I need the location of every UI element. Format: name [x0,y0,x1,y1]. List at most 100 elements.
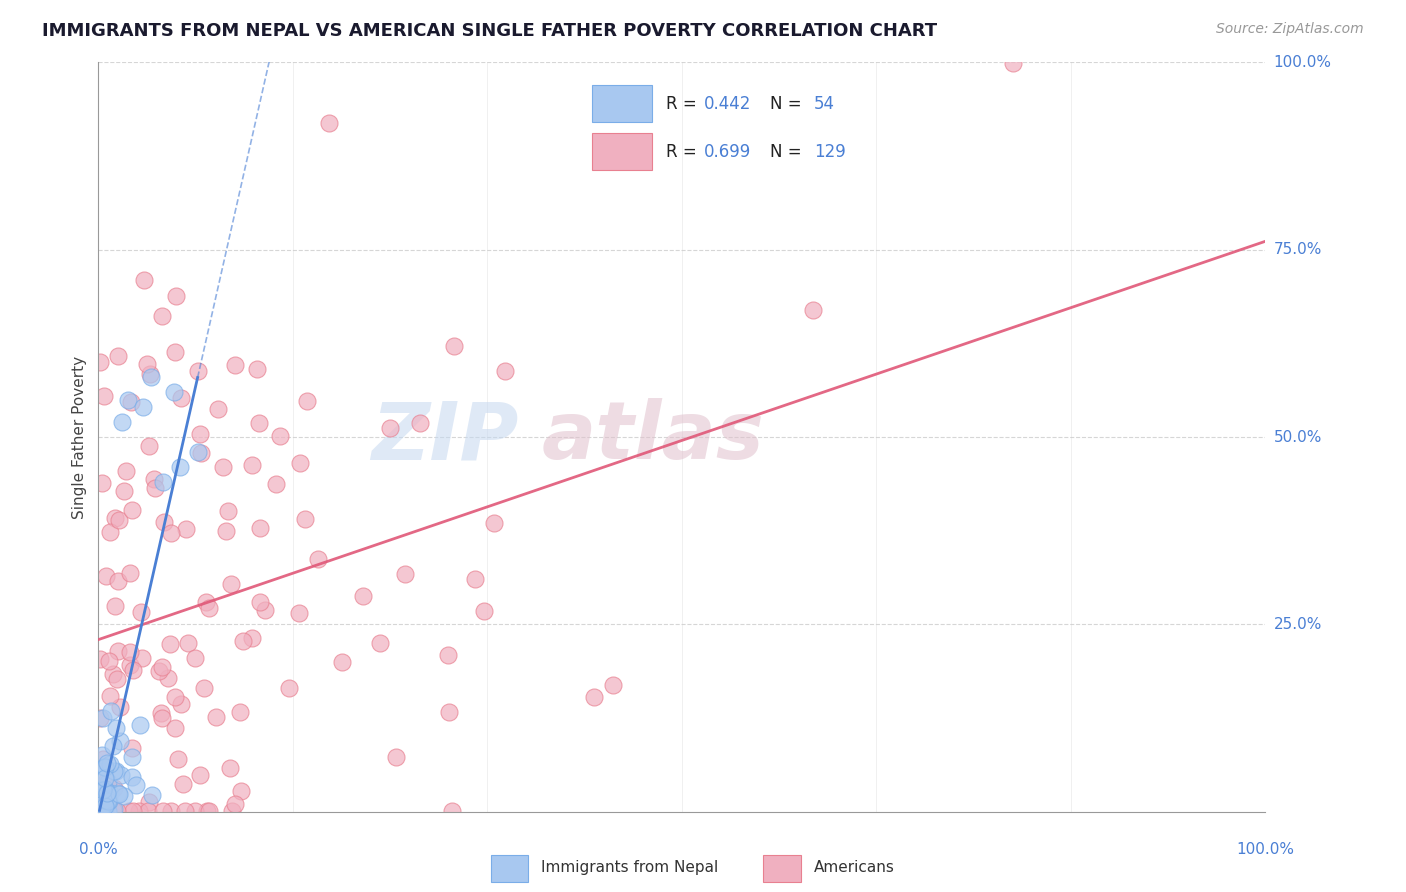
Point [218,762,240,776]
Point [472,604,495,618]
Point [136,358,159,372]
Point [121,770,143,784]
Point [172,777,194,791]
Point [103,764,125,778]
Point [118,566,141,580]
Point [247,417,270,431]
Point [112,483,135,498]
Point [138,795,160,809]
Point [163,721,186,735]
Point [91,782,114,797]
Point [440,804,463,818]
Point [96,794,118,808]
Point [143,472,166,486]
Point [115,464,138,478]
Point [287,606,309,620]
Point [170,698,193,712]
Point [97,804,120,818]
Point [1002,55,1025,70]
Point [122,663,145,677]
Point [131,605,153,619]
Point [437,705,460,719]
Point [152,475,174,489]
Point [249,521,271,535]
Point [91,752,114,766]
Point [98,788,121,802]
Point [240,458,263,472]
Point [128,804,150,818]
Point [89,789,111,803]
Point [409,416,432,430]
Point [141,789,163,803]
Point [443,339,465,353]
Point [174,522,197,536]
Point [224,358,246,372]
Point [129,718,152,732]
Point [94,771,117,785]
Text: 0.442: 0.442 [704,95,751,112]
Point [108,700,131,714]
Point [132,400,155,414]
Bar [592,85,652,122]
Point [117,392,139,407]
Point [87,797,110,811]
Point [240,631,263,645]
Point [190,446,212,460]
Point [108,733,131,747]
Text: 50.0%: 50.0% [1274,430,1322,444]
Text: IMMIGRANTS FROM NEPAL VS AMERICAN SINGLE FATHER POVERTY CORRELATION CHART: IMMIGRANTS FROM NEPAL VS AMERICAN SINGLE… [42,22,938,40]
Point [94,793,117,807]
Point [150,706,173,721]
Point [582,690,605,704]
Text: 100.0%: 100.0% [1274,55,1331,70]
Point [136,804,159,818]
Point [160,804,183,818]
Point [96,786,118,800]
Point [89,769,111,783]
Bar [592,133,652,170]
Point [110,767,132,781]
Point [173,804,195,818]
Point [138,368,160,382]
Point [352,589,374,603]
Point [108,787,131,801]
Point [231,784,253,798]
Point [112,789,135,803]
Point [89,711,111,725]
Point [294,512,316,526]
Point [380,421,402,435]
Point [269,429,291,443]
Point [93,759,115,773]
Point [98,525,121,540]
Point [384,750,406,764]
Point [253,603,276,617]
Point [131,650,153,665]
Text: 54: 54 [814,95,835,112]
Point [150,660,173,674]
Point [232,633,254,648]
Point [107,350,129,364]
Point [150,711,173,725]
Point [159,525,181,540]
Point [108,513,131,527]
Point [138,439,160,453]
Point [89,782,111,797]
Point [121,503,143,517]
Point [96,785,118,799]
Point [152,804,174,818]
Point [89,355,111,369]
Point [107,786,129,800]
Point [177,635,200,649]
Point [93,760,115,774]
Point [103,802,125,816]
Text: Immigrants from Nepal: Immigrants from Nepal [541,860,718,875]
Point [125,778,148,792]
Point [193,681,215,695]
Point [484,516,506,531]
Text: Source: ZipAtlas.com: Source: ZipAtlas.com [1216,22,1364,37]
Text: N =: N = [770,95,807,112]
Point [184,651,207,665]
Text: Americans: Americans [814,860,894,875]
Point [494,364,516,378]
Text: 0.0%: 0.0% [79,842,118,857]
